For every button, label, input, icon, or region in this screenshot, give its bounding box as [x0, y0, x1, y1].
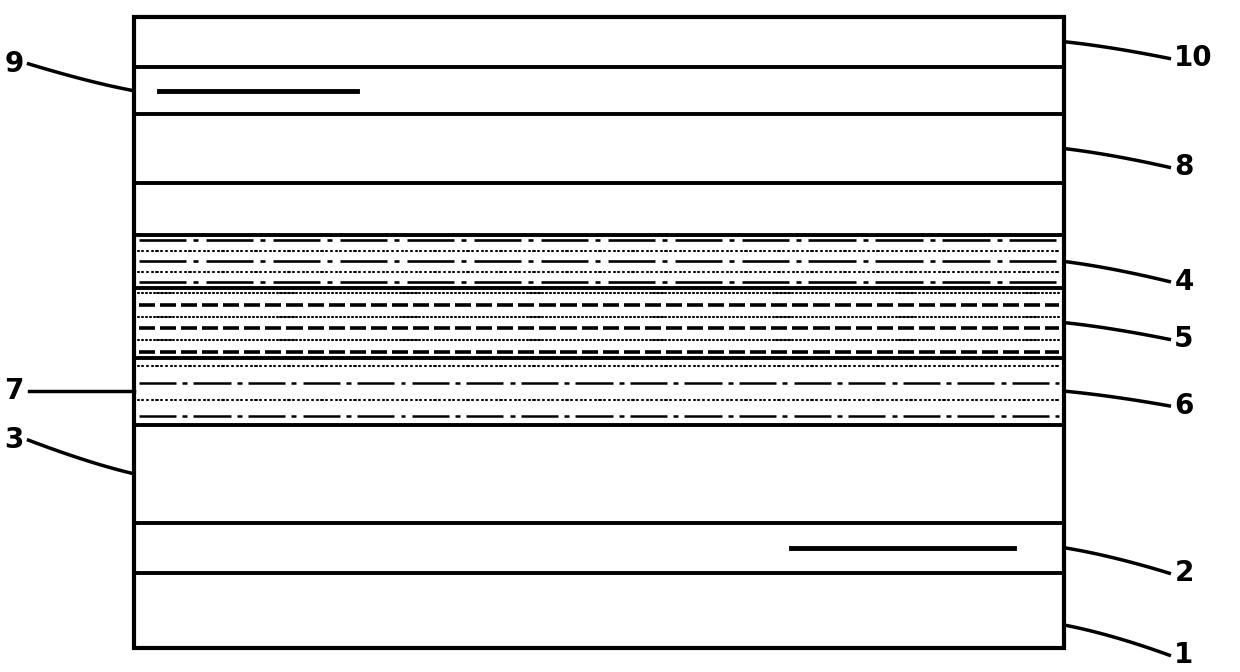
Text: 8: 8 — [1174, 153, 1194, 181]
Text: 2: 2 — [1174, 559, 1194, 587]
Text: 1: 1 — [1174, 641, 1194, 669]
Text: 6: 6 — [1174, 392, 1194, 420]
Text: 9: 9 — [4, 50, 24, 78]
Text: 10: 10 — [1174, 44, 1213, 73]
Text: 7: 7 — [4, 377, 24, 405]
Bar — [134, 17, 1064, 648]
Text: 3: 3 — [4, 426, 24, 454]
Text: 5: 5 — [1174, 325, 1194, 353]
Text: 4: 4 — [1174, 267, 1194, 296]
